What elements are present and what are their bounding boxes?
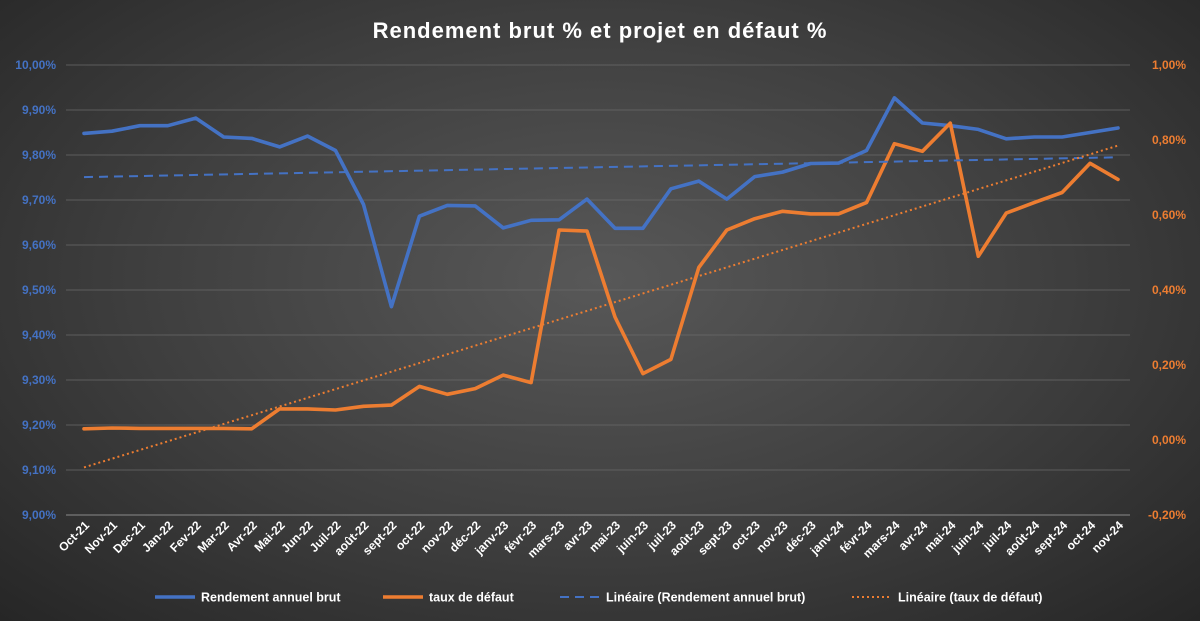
right-axis-tick-label: 0,80% bbox=[1152, 133, 1186, 147]
right-axis-tick-label: 0,60% bbox=[1152, 208, 1186, 222]
left-axis-tick-label: 9,80% bbox=[22, 148, 56, 162]
series-line-3 bbox=[83, 144, 1119, 469]
right-axis-tick-label: 0,00% bbox=[1152, 433, 1186, 447]
x-axis-tick-label: nov-24 bbox=[1089, 518, 1126, 555]
left-axis-tick-label: 9,20% bbox=[22, 418, 56, 432]
legend-label-2: Linéaire (Rendement annuel brut) bbox=[606, 591, 805, 605]
x-axis-ticks: Oct-21Nov-21Dec-21Jan-22Fev-22Mar-22Avr-… bbox=[56, 518, 1127, 561]
left-axis-ticks: 9,00% 9,10% 9,20% 9,30% 9,40% 9,50% 9,60% 9,70%… bbox=[15, 58, 56, 522]
left-axis-tick-label: 9,10% bbox=[22, 463, 56, 477]
gridlines bbox=[66, 64, 1130, 516]
x-axis-tick-label: juin-24 bbox=[948, 518, 986, 556]
chart-title: Rendement brut % et projet en défaut % bbox=[373, 18, 828, 43]
right-axis-tick-label: -0,20% bbox=[1148, 508, 1186, 522]
left-axis-tick-label: 9,40% bbox=[22, 328, 56, 342]
left-axis-tick-label: 9,60% bbox=[22, 238, 56, 252]
left-axis-tick-label: 10,00% bbox=[15, 58, 56, 72]
left-axis-tick-label: 9,90% bbox=[22, 103, 56, 117]
x-axis-tick-label: Dec-21 bbox=[110, 518, 148, 556]
x-axis-tick-label: juin-23 bbox=[613, 518, 651, 556]
legend-label-3: Linéaire (taux de défaut) bbox=[898, 591, 1042, 605]
left-axis-tick-label: 9,00% bbox=[22, 508, 56, 522]
right-axis-ticks: -0,20% 0,00% 0,20% 0,40% 0,60% 0,80% 1,00% bbox=[1148, 58, 1186, 522]
series-line-1 bbox=[82, 121, 1120, 431]
right-axis-tick-label: 0,20% bbox=[1152, 358, 1186, 372]
left-axis-tick-label: 9,50% bbox=[22, 283, 56, 297]
series-layer bbox=[82, 96, 1120, 469]
right-axis-tick-label: 0,40% bbox=[1152, 283, 1186, 297]
legend-label-0: Rendement annuel brut bbox=[201, 591, 341, 605]
left-axis-tick-label: 9,70% bbox=[22, 193, 56, 207]
left-axis-tick-label: 9,30% bbox=[22, 373, 56, 387]
x-axis-tick-label: Mar-22 bbox=[195, 518, 232, 555]
legend-label-1: taux de défaut bbox=[429, 591, 515, 605]
legend: Rendement annuel brut taux de défaut Linéa… bbox=[155, 591, 1042, 605]
right-axis-tick-label: 1,00% bbox=[1152, 58, 1186, 72]
series-line-2 bbox=[83, 156, 1119, 179]
